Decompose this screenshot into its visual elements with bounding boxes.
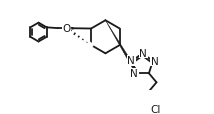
Polygon shape [106,21,138,74]
Text: N: N [151,56,158,66]
Text: N: N [139,48,147,58]
Text: Cl: Cl [150,105,161,114]
Text: O: O [62,24,70,34]
Text: N: N [131,69,138,79]
Text: N: N [127,56,135,66]
Text: O: O [62,24,70,34]
